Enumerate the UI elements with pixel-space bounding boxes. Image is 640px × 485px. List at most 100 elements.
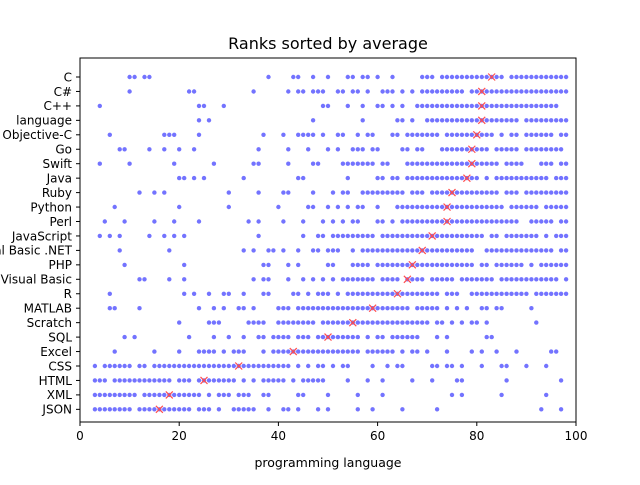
data-point: [524, 118, 529, 123]
data-point: [390, 74, 395, 80]
data-point: [425, 248, 430, 253]
data-point: [444, 190, 450, 195]
data-point: [301, 277, 306, 282]
data-point: [514, 103, 519, 109]
data-point: [152, 407, 157, 412]
data-point: [390, 89, 395, 94]
data-point: [410, 233, 415, 239]
data-point: [355, 320, 360, 325]
data-point: [479, 132, 484, 137]
data-point: [395, 190, 400, 195]
data-point: [385, 233, 390, 239]
data-point: [92, 378, 98, 383]
data-point: [340, 89, 346, 94]
data-point: [117, 233, 122, 239]
data-point: [350, 262, 355, 268]
data-point: [182, 378, 187, 383]
data-point: [554, 190, 559, 195]
data-point: [370, 320, 375, 325]
data-point: [112, 392, 117, 398]
data-point: [430, 74, 435, 80]
data-point: [400, 320, 405, 325]
data-point: [345, 378, 350, 383]
average-marker: [443, 203, 451, 211]
data-point: [469, 74, 474, 80]
data-point: [489, 233, 494, 239]
data-point: [529, 175, 534, 181]
data-point: [499, 89, 504, 94]
data-point: [281, 363, 286, 369]
data-point: [459, 89, 465, 94]
data-point: [405, 320, 410, 325]
data-point: [107, 306, 113, 311]
data-point: [370, 161, 375, 166]
x-tick-label: 100: [565, 429, 588, 443]
data-point: [335, 349, 341, 354]
data-point: [563, 233, 569, 239]
data-point: [509, 89, 514, 94]
data-point: [281, 190, 286, 195]
data-point: [375, 190, 380, 195]
data-point: [474, 118, 479, 123]
data-point: [449, 320, 455, 325]
data-point: [221, 392, 226, 398]
y-tick-label: CSS: [48, 359, 72, 373]
data-point: [310, 161, 316, 166]
data-point: [410, 277, 415, 282]
data-point: [117, 407, 122, 412]
data-point: [400, 349, 405, 354]
data-point: [558, 161, 564, 166]
data-point: [499, 103, 504, 109]
data-point: [172, 392, 177, 398]
data-point: [439, 89, 445, 94]
data-point: [494, 219, 499, 224]
data-point: [430, 161, 435, 166]
y-tick-label: Go: [55, 143, 72, 157]
data-point: [286, 334, 291, 340]
data-point: [281, 407, 286, 412]
data-point: [306, 147, 311, 152]
data-point: [196, 363, 202, 369]
data-point: [479, 190, 484, 195]
data-point: [370, 233, 375, 239]
data-point: [415, 219, 420, 224]
data-point: [380, 349, 385, 354]
average-marker: [324, 333, 332, 342]
y-tick-label: Excel: [40, 345, 72, 359]
data-point: [524, 103, 529, 109]
data-point: [330, 248, 336, 253]
data-point: [405, 233, 410, 239]
data-point: [162, 378, 167, 383]
data-point: [420, 277, 425, 282]
y-tick-label: C++: [44, 99, 73, 113]
data-point: [360, 233, 365, 239]
y-tick-label: Swift: [43, 157, 73, 171]
data-point: [494, 147, 499, 152]
data-point: [454, 233, 460, 239]
data-point: [410, 190, 415, 195]
data-point: [514, 161, 519, 166]
data-point: [484, 248, 489, 253]
data-point: [167, 407, 172, 412]
data-point: [415, 132, 420, 137]
data-point: [558, 132, 564, 137]
data-point: [365, 132, 370, 137]
data-point: [325, 248, 331, 253]
data-point: [509, 147, 514, 152]
data-point: [167, 277, 172, 282]
data-point: [434, 103, 440, 109]
data-point: [430, 118, 435, 123]
data-point: [375, 147, 380, 152]
data-point: [216, 392, 222, 398]
data-point: [524, 147, 529, 152]
data-point: [529, 233, 534, 239]
data-point: [549, 147, 554, 152]
data-point: [365, 161, 370, 166]
data-point: [539, 74, 544, 80]
data-point: [459, 262, 465, 268]
data-point: [315, 378, 321, 383]
data-point: [534, 320, 539, 325]
data-point: [211, 306, 217, 311]
data-point: [177, 320, 182, 325]
data-point: [390, 233, 395, 239]
